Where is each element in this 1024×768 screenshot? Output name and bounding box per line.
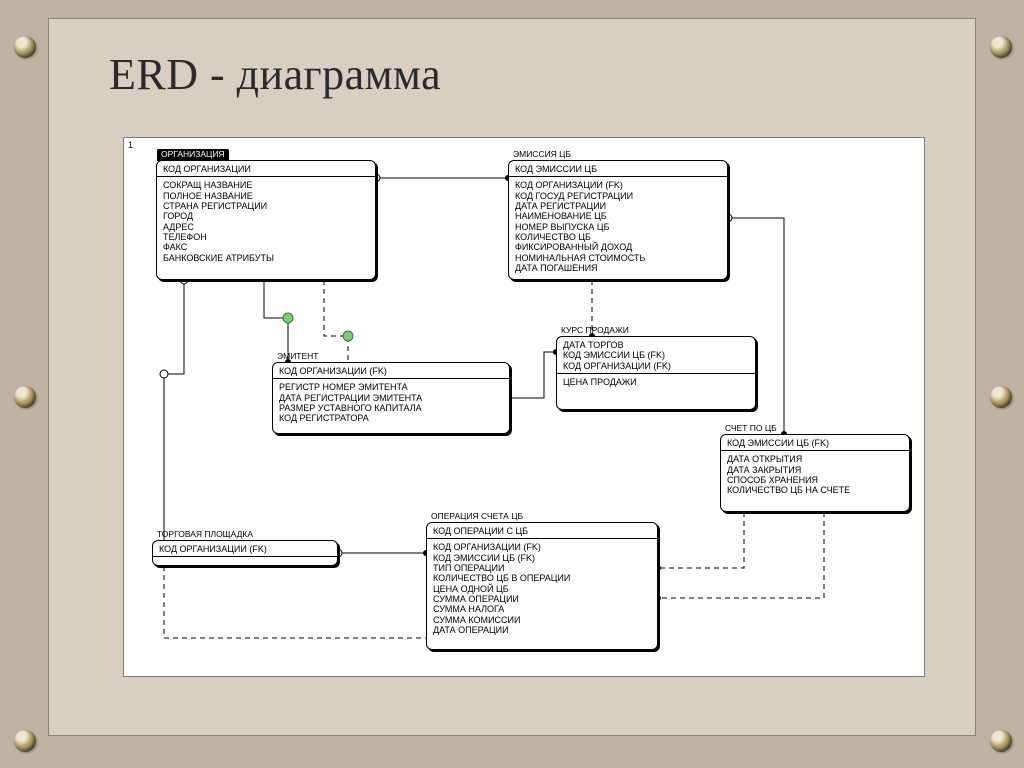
- entity-pk: КОД ОПЕРАЦИИ С ЦБ: [427, 523, 657, 539]
- entity-attrs: ЦЕНА ПРОДАЖИ: [557, 374, 755, 391]
- entity-pk: КОД ОРГАНИЗАЦИИ (FK): [273, 363, 509, 379]
- entity-oper: ОПЕРАЦИЯ СЧЕТА ЦБКОД ОПЕРАЦИИ С ЦБКОД ОР…: [426, 522, 658, 650]
- erd-diagram: 1 ОРГАНИЗАЦИЯКОД ОРГАНИЗАЦИИСОКРАЩ НАЗВА…: [123, 137, 925, 677]
- entity-attrs: СОКРАЩ НАЗВАНИЕПОЛНОЕ НАЗВАНИЕСТРАНА РЕГ…: [157, 177, 375, 267]
- entity-attrs: КОД ОРГАНИЗАЦИИ (FK)КОД ГОСУД РЕГИСТРАЦИ…: [509, 177, 727, 277]
- slide-title: ERD - диаграмма: [109, 49, 441, 100]
- entity-attrs: ДАТА ОТКРЫТИЯДАТА ЗАКРЫТИЯСПОСОБ ХРАНЕНИ…: [721, 451, 909, 499]
- entity-title: СЧЕТ ПО ЦБ: [725, 424, 777, 434]
- entity-pk: КОД ЭМИССИИ ЦБ (FK): [721, 435, 909, 451]
- entity-title: ЭМИССИЯ ЦБ: [513, 150, 571, 160]
- entity-pk: КОД ЭМИССИИ ЦБ: [509, 161, 727, 177]
- entity-title: ТОРГОВАЯ ПЛОЩАДКА: [157, 530, 253, 540]
- entity-torg: ТОРГОВАЯ ПЛОЩАДКАКОД ОРГАНИЗАЦИИ (FK): [152, 540, 338, 566]
- rivet-decoration: [990, 386, 1012, 408]
- rivet-decoration: [14, 386, 36, 408]
- rivet-decoration: [990, 36, 1012, 58]
- entity-title: ЭМИТЕНТ: [277, 352, 319, 362]
- entity-emitent: ЭМИТЕНТКОД ОРГАНИЗАЦИИ (FK)РЕГИСТР НОМЕР…: [272, 362, 510, 434]
- entity-attrs: РЕГИСТР НОМЕР ЭМИТЕНТАДАТА РЕГИСТРАЦИИ Э…: [273, 379, 509, 427]
- page-marker: 1: [128, 140, 133, 150]
- entity-emissiya: ЭМИССИЯ ЦБКОД ЭМИССИИ ЦБКОД ОРГАНИЗАЦИИ …: [508, 160, 728, 280]
- entity-pk: ДАТА ТОРГОВКОД ЭМИССИИ ЦБ (FK)КОД ОРГАНИ…: [557, 337, 755, 374]
- entity-title: ОРГАНИЗАЦИЯ: [157, 149, 229, 161]
- entity-organizatsiya: ОРГАНИЗАЦИЯКОД ОРГАНИЗАЦИИСОКРАЩ НАЗВАНИ…: [156, 160, 376, 280]
- entity-pk: КОД ОРГАНИЗАЦИИ (FK): [153, 541, 337, 557]
- entity-title: ОПЕРАЦИЯ СЧЕТА ЦБ: [431, 512, 523, 522]
- entity-attrs: КОД ОРГАНИЗАЦИИ (FK)КОД ЭМИССИИ ЦБ (FK)Т…: [427, 539, 657, 639]
- entity-title: КУРС ПРОДАЖИ: [561, 326, 629, 336]
- rivet-decoration: [14, 36, 36, 58]
- entity-schet: СЧЕТ ПО ЦБКОД ЭМИССИИ ЦБ (FK)ДАТА ОТКРЫТ…: [720, 434, 910, 512]
- slide-panel: ERD - диаграмма 1 ОРГАНИЗАЦИЯКОД ОРГАНИЗ…: [48, 18, 976, 736]
- entity-pk: КОД ОРГАНИЗАЦИИ: [157, 161, 375, 177]
- rivet-decoration: [990, 730, 1012, 752]
- rivet-decoration: [14, 730, 36, 752]
- entity-kurs: КУРС ПРОДАЖИДАТА ТОРГОВКОД ЭМИССИИ ЦБ (F…: [556, 336, 756, 410]
